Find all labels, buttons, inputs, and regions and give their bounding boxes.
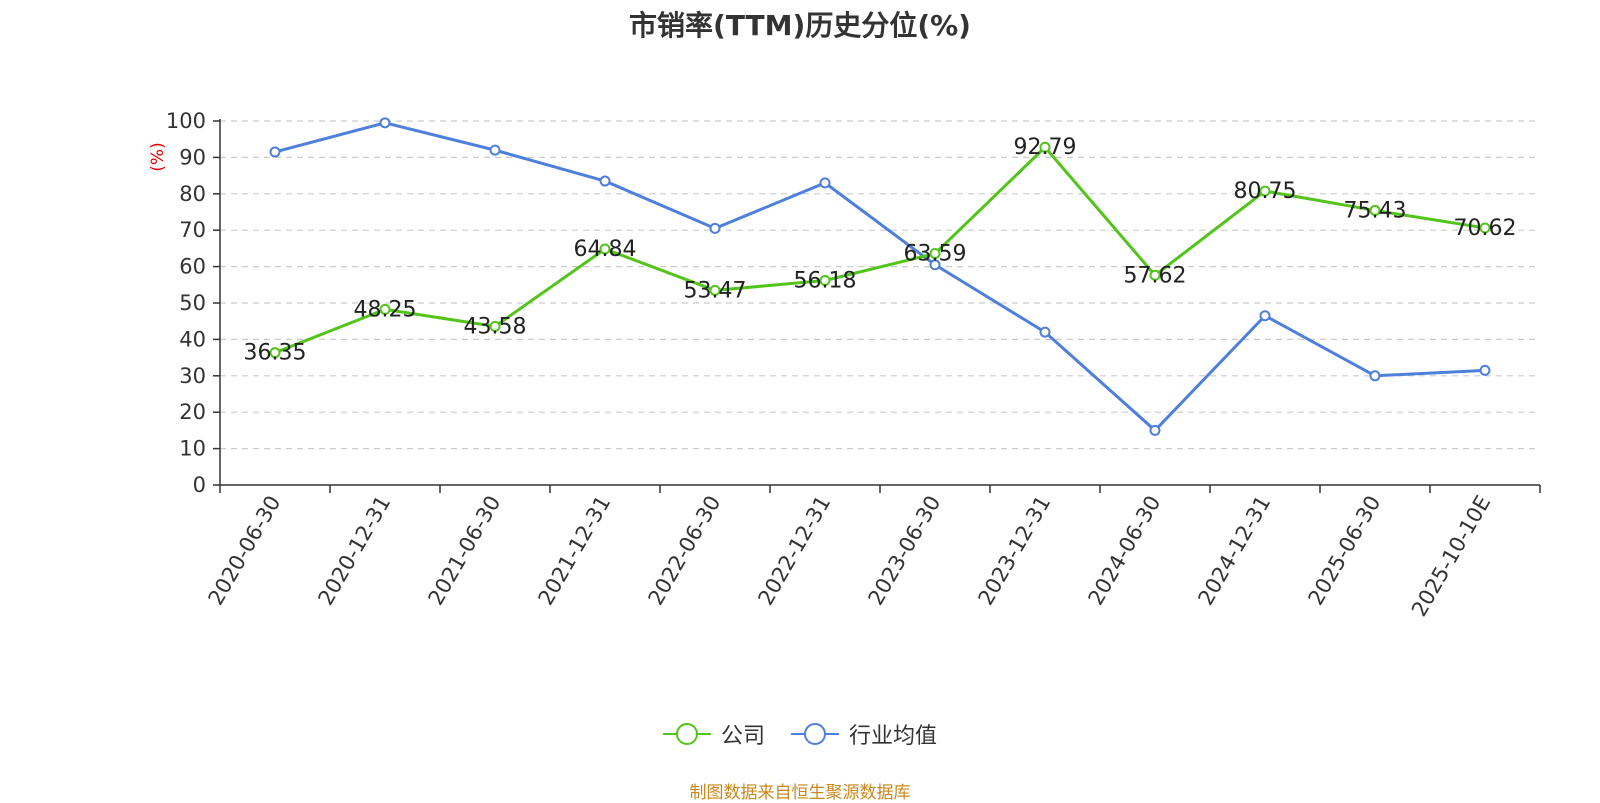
data-label-company: 92.79 bbox=[1014, 135, 1077, 160]
data-point-company bbox=[1369, 204, 1381, 216]
data-point-industry-average bbox=[599, 175, 611, 187]
data-point-company bbox=[1479, 222, 1491, 234]
x-tick-label: 2024-12-31 bbox=[1194, 492, 1276, 610]
x-tick-label: 2024-06-30 bbox=[1084, 492, 1166, 610]
legend: 公司 行业均值 bbox=[0, 718, 1600, 750]
data-point-company bbox=[819, 275, 831, 287]
y-tick-label: 100 bbox=[166, 109, 206, 133]
y-axis-label: (%) bbox=[148, 142, 168, 171]
data-point-company bbox=[1039, 141, 1051, 153]
data-point-company bbox=[599, 243, 611, 255]
data-point-industry-average bbox=[709, 222, 721, 234]
y-tick-label: 70 bbox=[179, 218, 206, 242]
x-tick-label: 2023-06-30 bbox=[864, 492, 946, 610]
data-point-industry-average bbox=[819, 177, 831, 189]
series-line-industry-average bbox=[274, 121, 1486, 432]
data-point-industry-average bbox=[1479, 364, 1491, 376]
data-point-industry-average bbox=[269, 146, 281, 158]
data-label-company: 75.43 bbox=[1344, 198, 1407, 223]
data-label-company: 48.25 bbox=[354, 297, 417, 322]
data-point-industry-average bbox=[489, 144, 501, 156]
legend-item-industry-average[interactable]: 行业均值 bbox=[791, 718, 937, 750]
data-point-industry-average bbox=[1149, 424, 1161, 436]
data-point-company bbox=[1149, 269, 1161, 281]
data-point-industry-average bbox=[929, 259, 941, 271]
y-tick-label: 40 bbox=[179, 327, 206, 351]
data-point-company bbox=[269, 347, 281, 359]
legend-label-company: 公司 bbox=[720, 724, 765, 749]
data-label-company: 56.18 bbox=[794, 269, 857, 294]
x-tick-label: 2020-06-30 bbox=[204, 492, 286, 610]
y-tick-label: 30 bbox=[179, 364, 206, 388]
data-point-industry-average bbox=[1369, 370, 1381, 382]
data-point-industry-average bbox=[379, 117, 391, 129]
data-label-company: 70.62 bbox=[1454, 216, 1517, 241]
data-label-company: 53.47 bbox=[684, 278, 747, 303]
data-label-company: 57.62 bbox=[1124, 263, 1187, 288]
data-point-company bbox=[489, 320, 501, 332]
x-tick-label: 2021-12-31 bbox=[534, 492, 616, 610]
y-tick-label: 50 bbox=[179, 291, 206, 315]
y-tick-label: 10 bbox=[179, 437, 206, 461]
y-tick-label: 80 bbox=[179, 182, 206, 206]
data-point-company bbox=[379, 303, 391, 315]
y-tick-label: 90 bbox=[179, 145, 206, 169]
data-point-company bbox=[1259, 185, 1271, 197]
legend-swatch-industry-average bbox=[791, 722, 839, 746]
y-tick-label: 60 bbox=[179, 255, 206, 279]
series-line-company bbox=[274, 145, 1486, 355]
data-point-industry-average bbox=[1259, 310, 1271, 322]
data-label-company: 43.58 bbox=[464, 314, 527, 339]
data-label-company: 36.35 bbox=[244, 341, 307, 366]
legend-swatch-company bbox=[662, 722, 711, 746]
x-tick-label: 2023-12-31 bbox=[974, 492, 1056, 610]
x-tick-label: 2025-10-10E bbox=[1407, 492, 1495, 621]
x-tick-label: 2020-12-31 bbox=[314, 492, 396, 610]
data-source-note: 制图数据来自恒生聚源数据库 bbox=[689, 783, 911, 803]
x-tick-label: 2022-06-30 bbox=[644, 492, 726, 610]
data-point-company bbox=[929, 248, 941, 260]
legend-label-industry-average: 行业均值 bbox=[849, 724, 938, 749]
y-tick-label: 0 bbox=[193, 473, 206, 497]
x-tick-label: 2021-06-30 bbox=[424, 492, 506, 610]
data-label-company: 80.75 bbox=[1234, 179, 1297, 204]
x-tick-label: 2022-12-31 bbox=[754, 492, 836, 610]
legend-item-company[interactable]: 公司 bbox=[662, 718, 765, 750]
data-point-company bbox=[709, 284, 721, 296]
data-point-industry-average bbox=[1039, 326, 1051, 338]
data-label-company: 63.59 bbox=[904, 242, 967, 267]
chart-title: 市销率(TTM)历史分位(%) bbox=[629, 9, 971, 42]
data-label-company: 64.84 bbox=[574, 237, 637, 262]
y-tick-label: 20 bbox=[179, 400, 206, 424]
x-tick-label: 2025-06-30 bbox=[1304, 492, 1386, 610]
